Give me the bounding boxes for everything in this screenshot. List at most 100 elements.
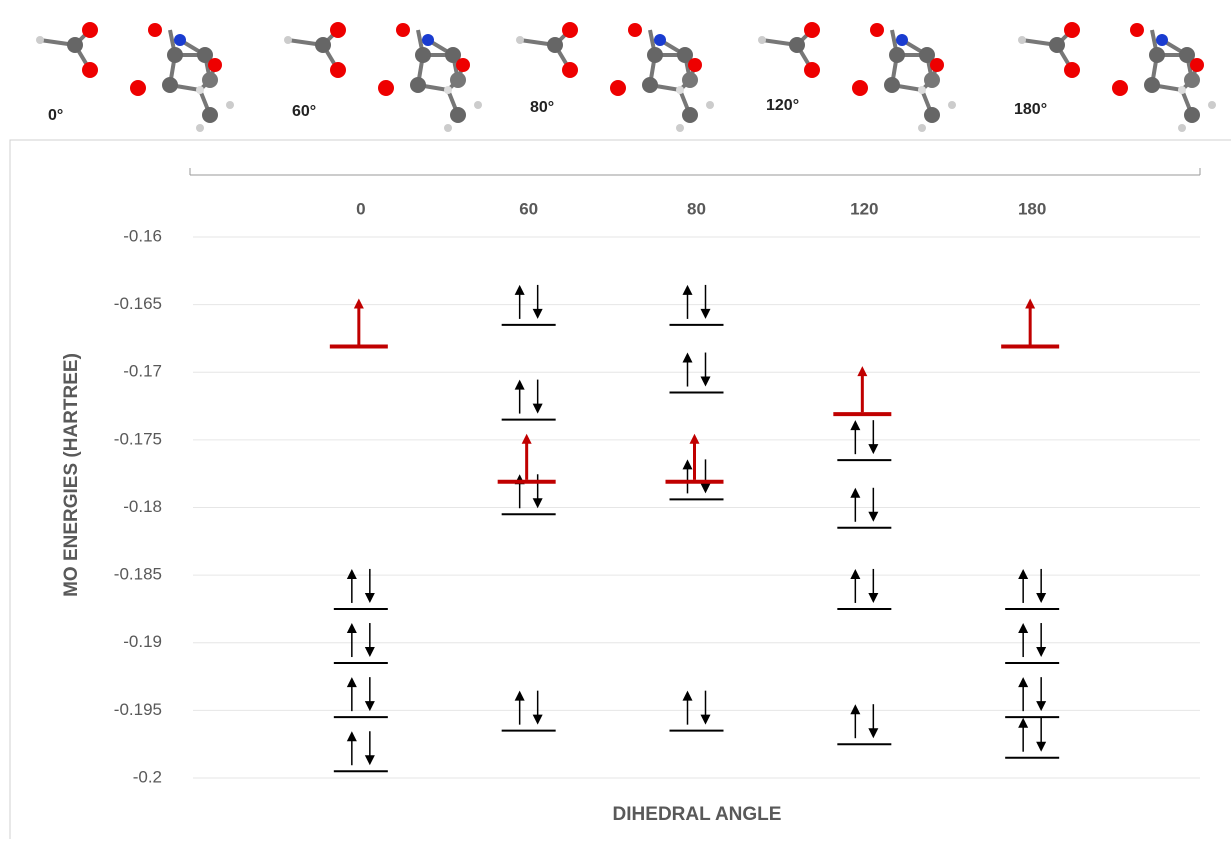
atom — [284, 36, 292, 44]
atom — [884, 77, 900, 93]
atom — [196, 86, 204, 94]
y-tick-label: -0.2 — [133, 767, 162, 786]
x-tick-label: 180 — [1018, 199, 1046, 218]
atom — [1064, 22, 1080, 38]
molecule-label: 120° — [766, 97, 799, 114]
atom — [1144, 77, 1160, 93]
x-tick-label: 0 — [356, 199, 365, 218]
atom — [654, 34, 666, 46]
molecule-label: 60° — [292, 103, 316, 120]
atom — [456, 58, 470, 72]
atom — [226, 101, 234, 109]
y-tick-label: -0.19 — [123, 632, 162, 651]
atom — [642, 77, 658, 93]
atom — [918, 86, 926, 94]
chart: 0°60°80°120°180° DIHEDRAL ANGLE MO ENERG… — [0, 0, 1231, 839]
x-tick-label: 120 — [850, 199, 878, 218]
atom — [870, 23, 884, 37]
atom — [682, 107, 698, 123]
atom — [804, 22, 820, 38]
atom — [706, 101, 714, 109]
atom — [516, 36, 524, 44]
x-tick-label: 80 — [687, 199, 706, 218]
atom — [562, 22, 578, 38]
atom — [628, 23, 642, 37]
atom — [36, 36, 44, 44]
atom — [1184, 72, 1200, 88]
atom — [67, 37, 83, 53]
atom — [396, 23, 410, 37]
atom — [682, 72, 698, 88]
atom — [562, 62, 578, 78]
y-tick-label: -0.16 — [123, 226, 162, 245]
atom — [196, 124, 204, 132]
x-tick-label: 60 — [519, 199, 538, 218]
y-tick-label: -0.195 — [114, 700, 162, 719]
atom — [415, 47, 431, 63]
atom — [1208, 101, 1216, 109]
atom — [1190, 58, 1204, 72]
molecule-label: 0° — [48, 107, 63, 124]
atom — [148, 23, 162, 37]
atom — [610, 80, 626, 96]
molecule-label: 180° — [1014, 101, 1047, 118]
atom — [924, 72, 940, 88]
y-tick-label: -0.18 — [123, 497, 162, 516]
atom — [422, 34, 434, 46]
atom — [1018, 36, 1026, 44]
molecule-picture — [36, 22, 234, 132]
atom — [130, 80, 146, 96]
atom — [804, 62, 820, 78]
atom — [1178, 86, 1186, 94]
chart-frame — [10, 140, 1231, 839]
atom — [444, 86, 452, 94]
atom — [202, 107, 218, 123]
atom — [758, 36, 766, 44]
atom — [1184, 107, 1200, 123]
atom — [202, 72, 218, 88]
y-axis-title: MO ENERGIES (HARTREE) — [61, 353, 82, 597]
y-tick-label: -0.165 — [114, 294, 162, 313]
atom — [647, 47, 663, 63]
atom — [918, 124, 926, 132]
atom — [1178, 124, 1186, 132]
atom — [330, 22, 346, 38]
atom — [676, 124, 684, 132]
page: {"molecule_labels": ["0°", "60°", "80°",… — [0, 0, 1231, 839]
atom — [162, 77, 178, 93]
atom — [410, 77, 426, 93]
atom — [82, 62, 98, 78]
atom — [330, 62, 346, 78]
atom — [1149, 47, 1165, 63]
y-tick-label: -0.17 — [123, 362, 162, 381]
atom — [688, 58, 702, 72]
atom — [896, 34, 908, 46]
atom — [547, 37, 563, 53]
atom — [789, 37, 805, 53]
atom — [676, 86, 684, 94]
atom — [174, 34, 186, 46]
atom — [948, 101, 956, 109]
atom — [378, 80, 394, 96]
atom — [82, 22, 98, 38]
atom — [315, 37, 331, 53]
atom — [450, 107, 466, 123]
atom — [852, 80, 868, 96]
atom — [1112, 80, 1128, 96]
atom — [1064, 62, 1080, 78]
atom — [167, 47, 183, 63]
atom — [1130, 23, 1144, 37]
y-tick-label: -0.175 — [114, 429, 162, 448]
atom — [444, 124, 452, 132]
atom — [889, 47, 905, 63]
atom — [930, 58, 944, 72]
atom — [208, 58, 222, 72]
atom — [1049, 37, 1065, 53]
atom — [474, 101, 482, 109]
atom — [1156, 34, 1168, 46]
molecule-picture — [758, 22, 956, 132]
atom — [924, 107, 940, 123]
atom — [450, 72, 466, 88]
molecule-strip: 0° 60° 80° 120° 180° — [36, 22, 1216, 132]
molecule-label: 80° — [530, 99, 554, 116]
